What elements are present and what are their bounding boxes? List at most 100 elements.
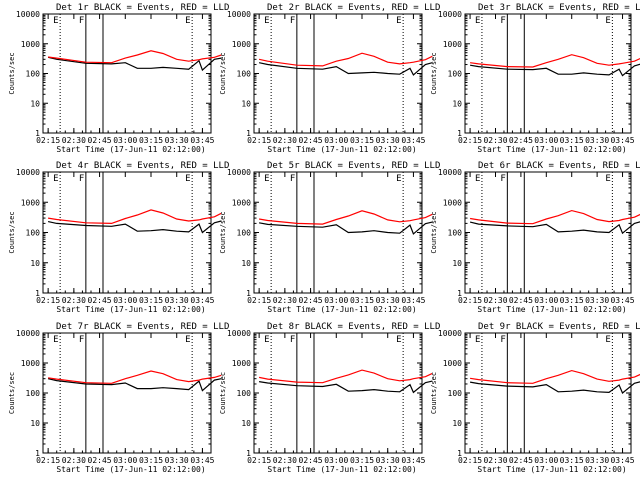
y-axis-label: Counts/sec	[219, 211, 227, 253]
lld-rate-line	[470, 209, 640, 225]
y-tick-label: 1000	[443, 198, 462, 207]
x-tick-label: 03:45	[610, 136, 634, 145]
x-tick-label: 02:15	[458, 136, 482, 145]
y-tick-label: 10000	[438, 168, 462, 177]
x-tick-label: 03:45	[190, 456, 214, 465]
marker-letter: E	[396, 335, 401, 345]
x-tick-label: 02:45	[299, 136, 323, 145]
marker-letter: F	[500, 335, 505, 345]
y-axis-label: Counts/sec	[430, 52, 438, 94]
x-tick-label: 03:30	[165, 456, 189, 465]
marker-letter: F	[500, 16, 505, 26]
panel-title: Det 5r BLACK = Events, RED = LLD	[267, 161, 440, 171]
x-tick-label: 02:30	[273, 296, 297, 305]
y-axis-label: Counts/sec	[8, 52, 16, 94]
y-tick-label: 10	[30, 99, 40, 108]
marker-letter: F	[79, 335, 84, 345]
y-tick-label: 10	[30, 259, 40, 268]
marker-letter: F	[290, 16, 295, 26]
y-axis-label: Counts/sec	[8, 372, 16, 414]
x-tick-label: 03:15	[350, 456, 374, 465]
x-tick-label: 03:15	[560, 296, 584, 305]
x-tick-label: 03:30	[165, 296, 189, 305]
x-tick-label: 02:45	[299, 296, 323, 305]
y-axis-label: Counts/sec	[219, 52, 227, 94]
y-tick-label: 10000	[16, 168, 40, 177]
x-tick-label: 02:30	[273, 456, 297, 465]
y-tick-label: 1000	[21, 198, 40, 207]
x-tick-label: 02:45	[88, 456, 112, 465]
marker-letter: E	[53, 335, 58, 345]
marker-letter: E	[475, 335, 480, 345]
events-rate-line	[470, 63, 640, 77]
y-axis-label: Counts/sec	[430, 211, 438, 253]
x-tick-label: 03:30	[165, 136, 189, 145]
x-tick-label: 03:15	[350, 296, 374, 305]
y-tick-label: 1000	[232, 40, 251, 49]
marker-letter: E	[396, 174, 401, 184]
x-tick-label: 02:15	[458, 296, 482, 305]
x-axis-label: Start Time (17-Jun-11 02:12:00)	[477, 305, 626, 314]
x-tick-label: 03:00	[113, 136, 137, 145]
x-tick-label: 02:30	[62, 136, 86, 145]
x-axis-label: Start Time (17-Jun-11 02:12:00)	[477, 145, 626, 154]
marker-letter: F	[500, 174, 505, 184]
x-tick-label: 02:15	[247, 456, 271, 465]
x-tick-label: 03:30	[585, 296, 609, 305]
y-tick-label: 100	[26, 389, 41, 398]
events-rate-line	[47, 56, 222, 72]
x-tick-label: 02:15	[36, 136, 60, 145]
marker-letter: F	[79, 16, 84, 26]
x-tick-label: 03:00	[534, 296, 558, 305]
y-tick-label: 10000	[227, 168, 251, 177]
lld-rate-line	[470, 54, 640, 68]
x-tick-label: 02:15	[458, 456, 482, 465]
x-tick-label: 03:15	[560, 136, 584, 145]
x-axis-label: Start Time (17-Jun-11 02:12:00)	[477, 465, 626, 474]
marker-letter: E	[605, 174, 610, 184]
y-tick-label: 100	[237, 389, 252, 398]
x-tick-label: 03:00	[534, 136, 558, 145]
y-tick-label: 1000	[21, 40, 40, 49]
detector-panel: Det 3r BLACK = Events, RED = LLD 1 10 100 10…	[430, 3, 640, 154]
x-tick-label: 02:45	[509, 136, 533, 145]
y-tick-label: 100	[448, 389, 463, 398]
y-tick-label: 100	[26, 70, 41, 79]
x-tick-label: 03:30	[376, 296, 400, 305]
x-tick-label: 02:30	[62, 456, 86, 465]
panel-title: Det 1r BLACK = Events, RED = LLD	[56, 3, 229, 13]
events-rate-line	[469, 221, 640, 235]
lld-rate-line	[48, 370, 222, 384]
panel-title: Det 9r BLACK = Events, RED = LLD	[478, 322, 640, 332]
y-axis-label: Counts/sec	[430, 372, 438, 414]
marker-letter: F	[79, 174, 84, 184]
y-tick-label: 10	[452, 419, 462, 428]
y-tick-label: 1000	[232, 359, 251, 368]
x-tick-label: 02:30	[62, 296, 86, 305]
y-tick-label: 1000	[443, 359, 462, 368]
x-tick-label: 03:30	[376, 136, 400, 145]
y-tick-label: 10000	[438, 329, 462, 338]
lld-rate-line	[258, 369, 433, 384]
y-tick-label: 10000	[16, 10, 40, 19]
lld-rate-line	[258, 52, 433, 67]
marker-letter: E	[185, 174, 190, 184]
x-tick-label: 03:15	[350, 136, 374, 145]
marker-letter: E	[185, 335, 190, 345]
y-tick-label: 100	[26, 229, 41, 238]
marker-letter: E	[264, 16, 269, 26]
x-tick-label: 02:30	[483, 136, 507, 145]
x-tick-label: 03:30	[585, 456, 609, 465]
x-tick-label: 03:15	[139, 136, 163, 145]
y-tick-label: 1000	[232, 198, 251, 207]
x-axis-label: Start Time (17-Jun-11 02:12:00)	[267, 465, 416, 474]
x-tick-label: 03:15	[139, 456, 163, 465]
x-tick-label: 02:45	[88, 296, 112, 305]
x-axis-label: Start Time (17-Jun-11 02:12:00)	[56, 305, 205, 314]
x-tick-label: 03:00	[324, 456, 348, 465]
x-tick-label: 03:00	[534, 456, 558, 465]
x-tick-label: 03:45	[610, 456, 634, 465]
y-tick-label: 1000	[443, 40, 462, 49]
y-tick-label: 1	[35, 449, 40, 458]
y-tick-label: 1	[457, 129, 462, 138]
